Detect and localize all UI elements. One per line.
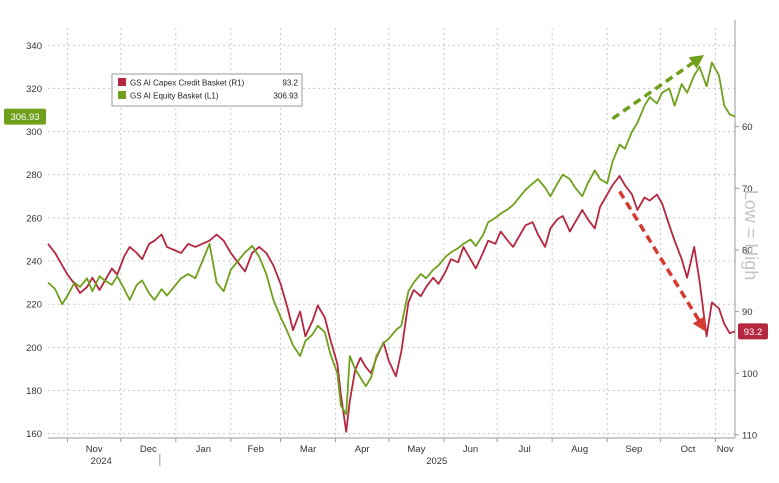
legend: GS AI Capex Credit Basket (R1) 93.2 GS AI …	[111, 73, 303, 107]
y-left-tick-label: 300	[26, 127, 42, 138]
legend-swatch	[118, 91, 126, 99]
equity-last-value-badge-bg	[4, 108, 46, 125]
legend-value: 306.93	[274, 92, 299, 101]
grid	[48, 28, 735, 438]
y-left-tick-label: 240	[26, 257, 42, 268]
credit-last-value-badge-bg	[738, 323, 768, 340]
y-left-tick-label: 200	[26, 343, 42, 354]
x-tick-label: Aug	[571, 444, 588, 455]
y-right-tick-label: 90	[742, 307, 753, 318]
x-tick-label: Jul	[519, 444, 531, 455]
y-left-tick-label: 260	[26, 213, 42, 224]
x-tick-label: Jun	[463, 444, 478, 455]
x-tick-label: Feb	[248, 444, 264, 455]
x-tick-label: Nov	[86, 444, 103, 455]
legend-label: GS AI Equity Basket (L1)	[130, 92, 219, 101]
legend-value: 93.2	[282, 79, 298, 88]
credit-basket-line	[47, 175, 736, 433]
x-year-label: 2025	[426, 456, 447, 467]
x-tick-label: Sep	[625, 444, 642, 455]
credit-last-value-badge: 93.2	[744, 327, 763, 338]
y-left-tick-label: 320	[26, 84, 42, 95]
credit-downtrend-arrow	[618, 190, 706, 332]
series-lines	[47, 61, 736, 433]
y-left-tick-label: 160	[26, 429, 42, 440]
legend-box	[111, 73, 303, 107]
equity-basket-line	[47, 61, 736, 416]
x-tick-label: Mar	[300, 444, 316, 455]
y-right-tick-label: 110	[742, 430, 757, 441]
y-left-tick-label: 180	[26, 386, 42, 397]
y-left-tick-label: 220	[26, 300, 42, 311]
x-year-label: 2024	[91, 456, 112, 467]
x-tick-label: Jan	[196, 444, 211, 455]
equity-last-value-badge: 306.93	[10, 112, 39, 123]
y-left-tick-label: 280	[26, 170, 42, 181]
x-tick-label: Apr	[355, 444, 370, 455]
equity-uptrend-arrow	[611, 55, 705, 121]
y-left-tick-label: 340	[26, 41, 42, 52]
x-tick-label: Dec	[140, 444, 157, 455]
last-value-badges: 93.2 306.93	[4, 108, 768, 340]
legend-swatch	[118, 78, 126, 86]
legend-label: GS AI Capex Credit Basket (R1)	[130, 79, 245, 88]
y-right-axis-label: Low = High	[741, 190, 761, 281]
y-right-tick-label: 70	[742, 184, 753, 195]
axes: Nov Dec Jan Feb Mar Apr May Jun Jul Aug Sep Oct Nov2…	[26, 20, 761, 467]
y-right-tick-label: 100	[742, 369, 758, 380]
y-right-tick-label: 80	[742, 245, 753, 256]
x-tick-label: Oct	[681, 444, 696, 455]
x-tick-label: Nov	[717, 444, 734, 455]
x-tick-label: May	[407, 444, 425, 455]
annotations	[611, 55, 706, 332]
y-right-tick-label: 60	[742, 122, 753, 133]
